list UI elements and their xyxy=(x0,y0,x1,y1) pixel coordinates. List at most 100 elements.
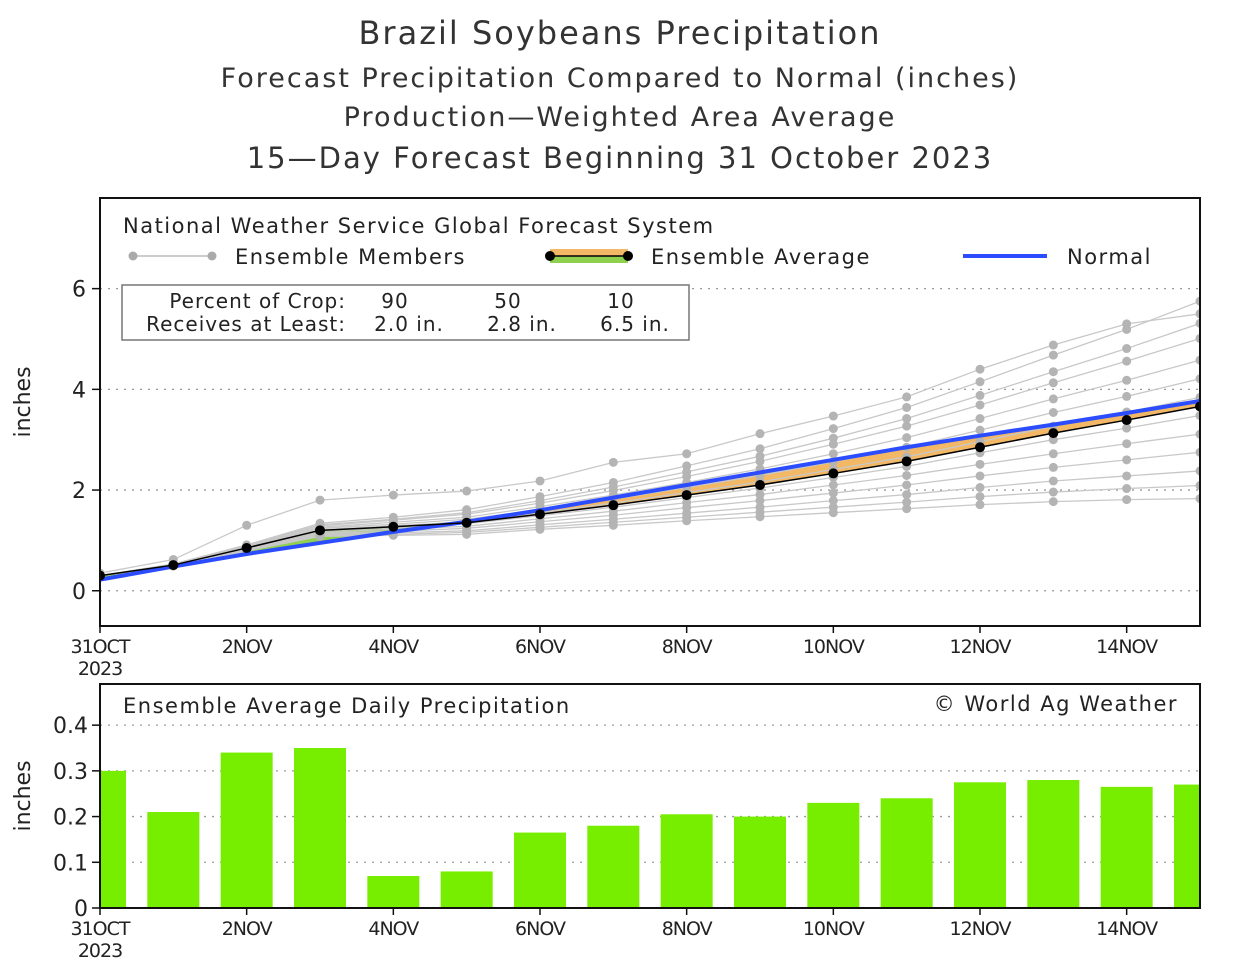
ensemble-member-point xyxy=(608,457,618,467)
ensemble-member-point xyxy=(902,402,912,412)
ensemble-member-point xyxy=(1195,296,1200,306)
ensemble-member-point xyxy=(828,496,838,506)
ensemble-member-point xyxy=(1195,309,1200,319)
ensemble-member-point xyxy=(1122,375,1132,385)
ensemble-member-point xyxy=(1122,471,1132,481)
x-tick-label: 6NOV xyxy=(515,918,566,940)
daily-precip-bar xyxy=(220,752,273,908)
y-tick-label: 4 xyxy=(72,378,86,403)
daily-precip-bar xyxy=(1174,784,1200,908)
crop-amount-value: 2.0 in. xyxy=(374,312,444,336)
ensemble-member-point xyxy=(1048,449,1058,459)
ensemble-member-point xyxy=(1122,495,1132,505)
daily-precip-bar xyxy=(734,816,786,908)
ensemble-member-point xyxy=(828,424,838,434)
crop-row2-label: Receives at Least: xyxy=(146,312,346,336)
crop-row1-label: Percent of Crop: xyxy=(169,289,346,313)
x-tick-label: 8NOV xyxy=(662,918,713,940)
crop-percent-value: 50 xyxy=(494,289,521,313)
legend-members-dot xyxy=(128,251,138,261)
ensemble-average-point xyxy=(901,456,912,467)
daily-precip-bar xyxy=(294,748,346,908)
ensemble-member-point xyxy=(608,520,618,530)
ensemble-member-line xyxy=(100,337,1200,577)
x-tick-label: 10NOV xyxy=(803,636,865,658)
ensemble-member-point xyxy=(975,414,985,424)
ensemble-average-point xyxy=(828,468,839,479)
ensemble-member-point xyxy=(242,520,252,530)
ensemble-member-point xyxy=(975,483,985,493)
ensemble-member-point xyxy=(1048,340,1058,350)
ensemble-member-point xyxy=(388,490,398,500)
ensemble-member-point xyxy=(462,486,472,496)
ensemble-member-point xyxy=(1122,423,1132,433)
ensemble-member-line xyxy=(100,300,1200,577)
legend-average-dot xyxy=(623,251,633,261)
ensemble-member-point xyxy=(902,504,912,514)
x-tick-label: 31OCT xyxy=(70,636,130,658)
ensemble-member-point xyxy=(1122,439,1132,449)
ensemble-member-point xyxy=(1195,447,1200,457)
ensemble-member-point xyxy=(828,439,838,449)
y-axis-label: inches xyxy=(11,366,36,437)
daily-precip-bar xyxy=(954,782,1006,908)
ensemble-member-point xyxy=(755,444,765,454)
ensemble-average-point xyxy=(1195,401,1200,412)
ensemble-average-line xyxy=(100,405,1200,577)
ensemble-average-point xyxy=(1048,428,1059,439)
legend-members-dot xyxy=(207,251,217,261)
plot-area-bottom xyxy=(100,724,1200,908)
ensemble-member-point xyxy=(975,500,985,510)
ensemble-member-point xyxy=(535,476,545,486)
y-tick-label: 0.1 xyxy=(53,851,88,876)
chart-subtitle: Forecast Precipitation Compared to Norma… xyxy=(220,63,1020,94)
daily-precip-bar xyxy=(1027,780,1080,908)
ensemble-member-point xyxy=(755,512,765,522)
ensemble-member-point xyxy=(902,392,912,402)
crop-percent-value: 10 xyxy=(607,289,634,313)
ensemble-member-point xyxy=(1122,344,1132,354)
ensemble-member-point xyxy=(828,488,838,498)
ensemble-member-point xyxy=(1122,356,1132,366)
ensemble-member-point xyxy=(1048,462,1058,472)
ensemble-member-point xyxy=(1195,355,1200,365)
x-tick-label: 31OCT xyxy=(70,918,130,940)
legend-average-fill-above xyxy=(550,256,628,263)
ensemble-member-point xyxy=(682,449,692,459)
ensemble-average-point xyxy=(535,509,545,520)
x-tick-label: 8NOV xyxy=(662,636,713,658)
ensemble-member-point xyxy=(828,480,838,490)
y-tick-label: 0 xyxy=(72,580,86,605)
x-tick-label: 12NOV xyxy=(949,918,1011,940)
bar-chart-title: Ensemble Average Daily Precipitation xyxy=(123,694,571,718)
y-tick-label: 2 xyxy=(72,479,86,504)
crop-amount-value: 2.8 in. xyxy=(487,312,557,336)
difference-fill xyxy=(906,435,980,462)
daily-precip-bar xyxy=(147,812,200,908)
legend-average-label: Ensemble Average xyxy=(651,245,871,269)
ensemble-average-point xyxy=(755,480,765,491)
daily-precip-bar xyxy=(514,832,566,908)
ensemble-member-point xyxy=(682,516,692,526)
x-tick-label: 6NOV xyxy=(515,636,566,658)
ensemble-member-point xyxy=(902,480,912,490)
ensemble-average-point xyxy=(681,490,692,501)
ensemble-member-point xyxy=(1195,466,1200,476)
daily-precip-bar xyxy=(807,802,860,908)
daily-precip-bar xyxy=(367,876,420,908)
ensemble-member-line xyxy=(100,359,1200,577)
ensemble-member-point xyxy=(902,414,912,424)
legend-members-label: Ensemble Members xyxy=(235,245,466,269)
ensemble-member-line xyxy=(100,484,1200,577)
x-tick-label: 4NOV xyxy=(368,636,419,658)
y-tick-label: 0.3 xyxy=(53,760,88,785)
x-tick-label: 14NOV xyxy=(1096,918,1158,940)
ensemble-member-point xyxy=(975,471,985,481)
ensemble-member-point xyxy=(1048,476,1058,486)
ensemble-member-point xyxy=(1048,350,1058,360)
ensemble-member-point xyxy=(1048,378,1058,388)
legend-average-fill-below xyxy=(550,249,628,256)
difference-fill xyxy=(1053,413,1127,434)
ensemble-member-point xyxy=(1195,318,1200,328)
